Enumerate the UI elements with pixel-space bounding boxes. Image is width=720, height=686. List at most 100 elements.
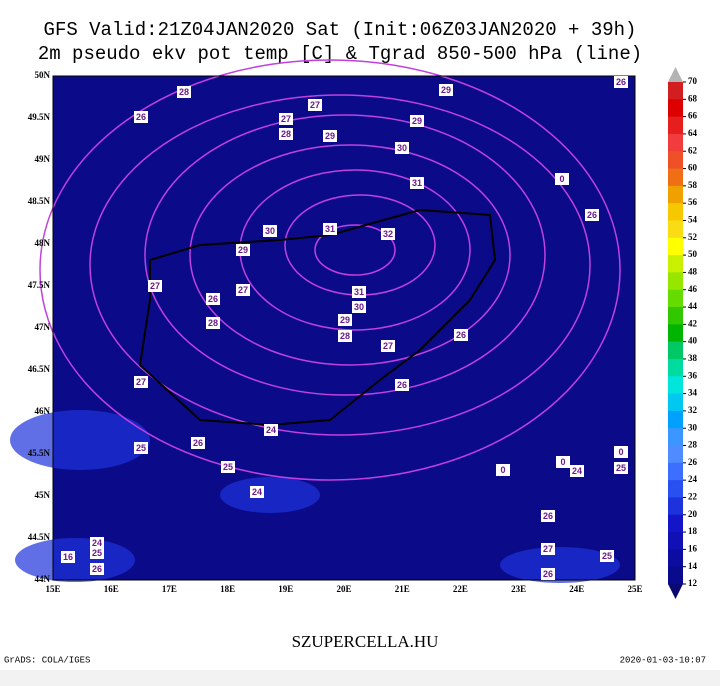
- lon-label: 21E: [395, 584, 410, 594]
- contour-label-box: [279, 128, 293, 140]
- colorbar-segment: [668, 410, 683, 429]
- lat-label: 46N: [35, 406, 51, 416]
- colorbar-label: 62: [688, 145, 698, 155]
- contour-label: 31: [325, 224, 335, 234]
- contour-line: [144, 114, 546, 396]
- colorbar-label: 32: [688, 405, 698, 415]
- colorbar-segment: [668, 203, 683, 221]
- colorbar-segment: [668, 445, 683, 464]
- lat-label: 48.5N: [28, 196, 51, 206]
- colorbar-label: 40: [688, 336, 698, 346]
- contour-label: 28: [179, 87, 189, 97]
- lon-label: 15E: [45, 584, 60, 594]
- colorbar-segment: [668, 393, 683, 412]
- contour-label-box: [338, 330, 352, 342]
- colorbar-label: 46: [688, 284, 698, 294]
- lat-label: 46.5N: [28, 364, 51, 374]
- contour-label-box: [352, 286, 366, 298]
- colorbar-segment: [668, 428, 683, 447]
- site-name: SZUPERCELLA.HU: [292, 632, 439, 651]
- contour-label: 24: [252, 487, 262, 497]
- colorbar-segment: [668, 549, 683, 568]
- contour-line: [189, 144, 511, 366]
- colorbar-label: 12: [688, 578, 698, 588]
- border-line: [138, 208, 497, 427]
- contour-label-box: [381, 228, 395, 240]
- contour-line: [314, 224, 396, 276]
- lat-label: 45N: [35, 490, 51, 500]
- contour-label-box: [541, 543, 555, 555]
- contour-label: 27: [150, 281, 160, 291]
- credit: GrADS: COLA/IGES: [4, 655, 90, 665]
- colorbar-label: 70: [688, 76, 698, 86]
- contour-label: 0: [560, 457, 565, 467]
- contour-label-box: [395, 142, 409, 154]
- contour-label: 32: [383, 229, 393, 239]
- colorbar-label: 42: [688, 318, 698, 328]
- contour-label-box: [221, 461, 235, 473]
- map-background: [53, 76, 635, 580]
- contour-label-box: [250, 486, 264, 498]
- colorbar-label: 24: [688, 474, 698, 484]
- contour-label: 27: [310, 100, 320, 110]
- contour-label: 25: [136, 443, 146, 453]
- colorbar-segment: [668, 307, 683, 325]
- contour-label-box: [555, 173, 569, 185]
- colorbar-bottom: [668, 584, 683, 599]
- contour-label: 28: [340, 331, 350, 341]
- colorbar-segment: [668, 341, 683, 360]
- contour-label-box: [454, 329, 468, 341]
- contour-label: 27: [136, 377, 146, 387]
- colorbar-label: 18: [688, 526, 698, 536]
- contour-label: 26: [208, 294, 218, 304]
- colorbar-label: 22: [688, 492, 698, 502]
- colorbar-segment: [668, 497, 683, 516]
- contour-label: 27: [238, 285, 248, 295]
- contour-label: 26: [543, 569, 553, 579]
- contour-label: 30: [354, 302, 364, 312]
- contour-label-box: [90, 547, 104, 559]
- contour-label-box: [263, 225, 277, 237]
- colorbar-label: 16: [688, 543, 698, 553]
- colorbar-label: 34: [688, 388, 698, 398]
- contour-label: 28: [208, 318, 218, 328]
- contour-label-box: [338, 314, 352, 326]
- lon-label: 24E: [569, 584, 584, 594]
- colorbar-top: [668, 67, 683, 82]
- contour-label: 30: [397, 143, 407, 153]
- bottom-strip: [0, 670, 720, 686]
- contour-label-box: [264, 424, 278, 436]
- contour-label: 24: [266, 425, 276, 435]
- contour-label-box: [134, 111, 148, 123]
- contour-label-box: [381, 340, 395, 352]
- contour-label: 26: [136, 112, 146, 122]
- contour-label-box: [556, 456, 570, 468]
- colorbar-label: 14: [688, 561, 698, 571]
- contour-label-box: [352, 301, 366, 313]
- title-line: 2m pseudo ekv pot temp [C] & Tgrad 850-5…: [38, 43, 642, 65]
- contour-label-box: [410, 115, 424, 127]
- contour-label-box: [177, 86, 191, 98]
- colorbar-label: 28: [688, 440, 698, 450]
- contour-label-box: [236, 244, 250, 256]
- title-line: GFS Valid:21Z04JAN2020 Sat (Init:06Z03JA…: [44, 19, 637, 41]
- contour-label: 24: [572, 466, 582, 476]
- colorbar-segment: [668, 255, 683, 273]
- contour-label: 30: [265, 226, 275, 236]
- contour-line: [39, 59, 621, 481]
- contour-label-box: [323, 130, 337, 142]
- contour-label: 26: [193, 438, 203, 448]
- colorbar-segment: [668, 358, 683, 377]
- lon-label: 22E: [453, 584, 468, 594]
- colorbar-label: 36: [688, 370, 698, 380]
- contours: [39, 59, 621, 481]
- contour-label-box: [541, 510, 555, 522]
- lon-label: 25E: [627, 584, 642, 594]
- colorbar-label: 52: [688, 232, 698, 242]
- colorbar-segment: [668, 168, 683, 187]
- contour-label-box: [600, 550, 614, 562]
- lon-label: 19E: [278, 584, 293, 594]
- contour-label-box: [191, 437, 205, 449]
- contour-label-box: [308, 99, 322, 111]
